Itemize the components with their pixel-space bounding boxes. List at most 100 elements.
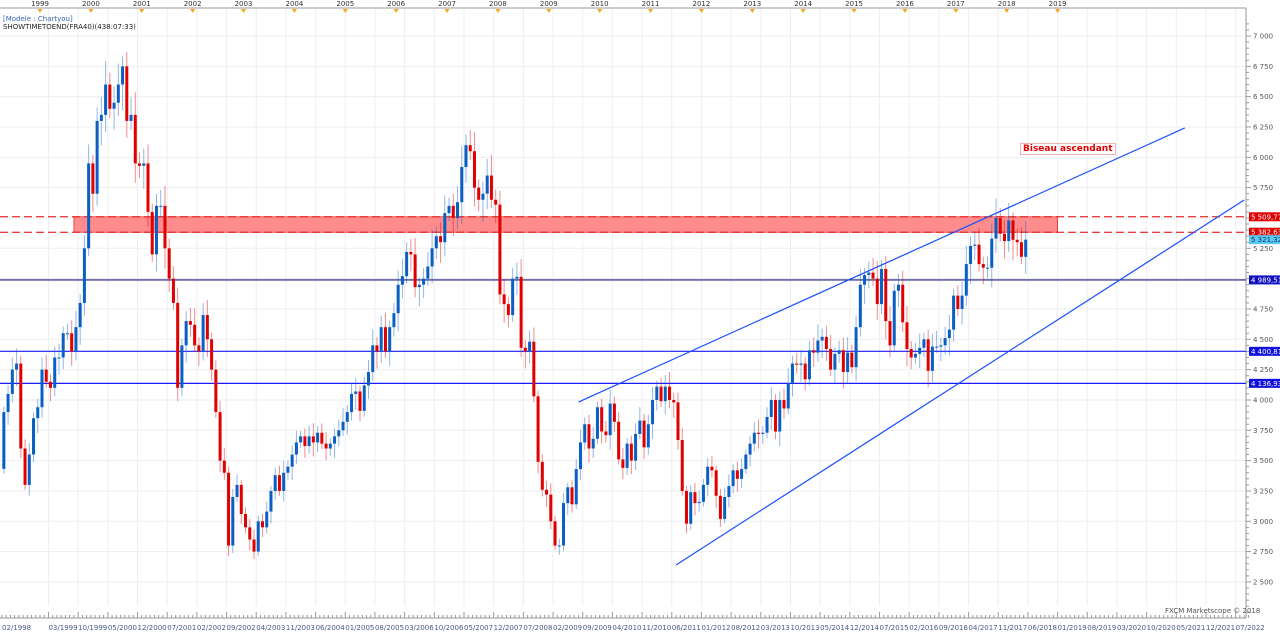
candle-body [723,497,727,519]
candle-body [969,245,973,265]
candle-down [303,428,307,458]
candle-down [1002,220,1006,259]
candle-body [765,416,769,433]
candle-body [489,175,493,200]
date-label: 01/2019 [1058,624,1087,632]
candle-down [782,388,786,419]
price-label: 4 250 [1253,366,1273,374]
candle-up [943,326,947,355]
candle-body [947,329,951,339]
candle-body [430,248,434,267]
candle-body [277,475,281,491]
date-label: 11/2010 [642,624,671,632]
candle-body [256,521,260,552]
candle-down [150,203,154,262]
candle-up [350,383,354,421]
candle-body [629,443,633,461]
candle-down [227,466,231,557]
candle-body [2,412,6,469]
candle-body [498,204,502,295]
candle-up [807,340,811,386]
candle-body [816,340,820,353]
candle-up [778,391,782,447]
candle-body [1024,239,1028,257]
candle-body [451,205,455,218]
candle-body [888,321,892,346]
year-label: 2019 [1049,0,1067,8]
candle-up [748,435,752,467]
annotation-biseau[interactable]: Biseau ascendant [1020,143,1116,155]
candle-body [604,431,608,436]
candle-down [600,398,604,444]
candle-up [930,333,934,383]
candle-body [78,302,82,328]
date-label: 10/2013 [790,624,819,632]
candle-body [935,346,939,348]
level-label-bg [1249,235,1280,245]
candle-down [70,320,74,366]
candle-body [841,350,845,373]
candle-down [532,327,536,403]
candle-body [121,66,125,85]
year-marker-icon [139,9,145,13]
candle-body [511,278,515,316]
date-label: 09/2016 [939,624,969,632]
candle-body [53,357,57,388]
candle-body [413,254,417,288]
level-label-bg [1249,378,1280,388]
candle-up [646,414,650,455]
candle-down [875,260,879,320]
candle-body [566,487,570,504]
candle-up [515,262,519,296]
candle-up [256,515,260,556]
candle-body [265,511,269,528]
candle-body [333,436,337,444]
candle-body [350,393,354,413]
candle-down [163,186,167,269]
candle-body [383,327,387,352]
candle-body [116,84,120,103]
candle-body [1019,242,1023,257]
date-label: 04/2003 [256,624,285,632]
candle-body [612,403,616,422]
date-label: 05/2014 [820,624,850,632]
candle-body [447,205,451,214]
candle-body [282,472,286,491]
candle-body [328,443,332,449]
candle-body [193,324,197,346]
candle-body [858,284,862,328]
candle-up [973,231,977,260]
candle-down [477,179,481,212]
candle-down [451,193,455,236]
date-label: 07/2001 [167,624,196,632]
candle-body [125,66,129,121]
candle-up [790,355,794,397]
candle-down [413,237,417,298]
candle-up [947,314,951,356]
candle-body [104,84,108,115]
candle-down [146,144,150,227]
candle-down [718,488,722,527]
candle-down [850,344,854,374]
date-label: 05/2000 [108,624,137,632]
candle-up [231,489,235,554]
candle-down [909,341,913,370]
candle-up [723,487,727,524]
year-label: 2003 [235,0,253,8]
candle-body [998,217,1002,234]
candle-body [608,403,612,436]
candle-body [294,442,298,455]
candle-up [706,458,710,496]
candle-body [871,272,875,279]
candle-down [570,480,574,513]
candle-body [680,439,684,491]
date-label: 12/2007 [494,624,523,632]
candle-up [443,195,447,257]
candle-body [218,412,222,461]
candle-down [494,189,498,224]
candle-up [294,430,298,465]
candle-body [163,205,167,249]
candle-up [655,380,659,411]
candle-body [112,102,116,109]
